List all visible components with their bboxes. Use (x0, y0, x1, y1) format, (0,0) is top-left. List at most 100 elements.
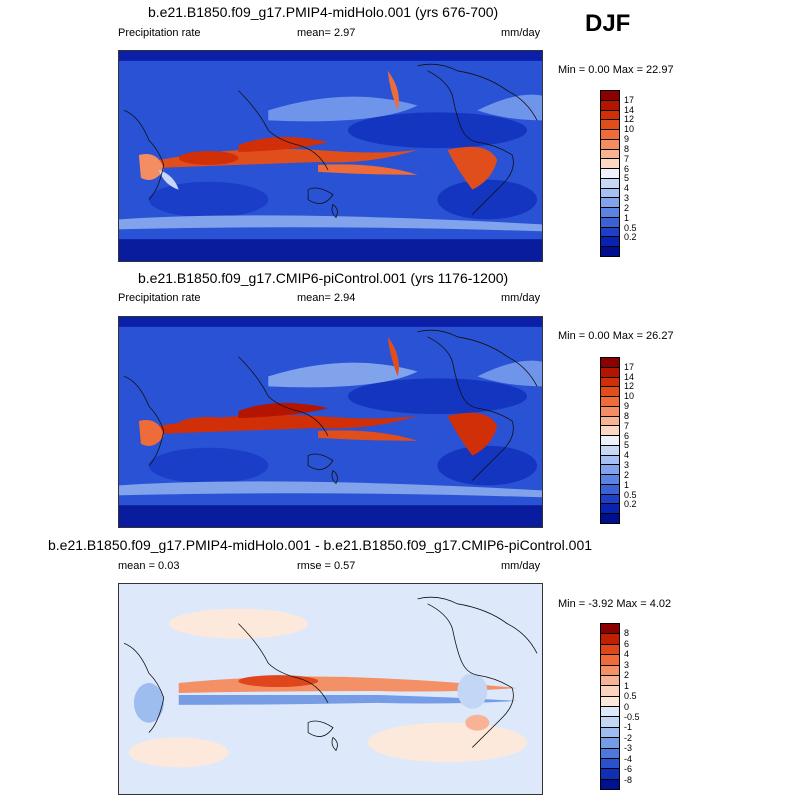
colorbar-tick-label: -6 (624, 764, 633, 775)
colorbar-tick-label: 6 (624, 638, 630, 649)
panel-2-variable-label: Precipitation rate (118, 292, 201, 304)
colorbar-swatch (601, 445, 619, 456)
colorbar-tick-label: -3 (624, 743, 633, 754)
panel-3-title: b.e21.B1850.f09_g17.PMIP4-midHolo.001 - … (48, 537, 593, 553)
panel-1-units: mm/day (501, 27, 541, 39)
colorbar-tick-label: 6 (624, 430, 630, 441)
colorbar-tick-label: 10 (624, 124, 635, 135)
colorbar-tick-label: -2 (624, 732, 633, 743)
colorbar-tick-label: 10 (624, 391, 635, 402)
panel-3-minmax: Min = -3.92 Max = 4.02 (558, 598, 672, 610)
season-label: DJF (585, 10, 631, 37)
colorbar-swatch (601, 504, 619, 515)
colorbar-swatch (601, 475, 619, 485)
colorbar-swatch (601, 624, 619, 635)
colorbar-tick-label: 5 (624, 440, 630, 451)
colorbar-tick-label: 7 (624, 153, 630, 164)
colorbar-tick-label: 14 (624, 371, 635, 382)
colorbar-tick-label: 3 (624, 193, 630, 204)
colorbar-swatch (601, 169, 619, 179)
colorbar-swatch (601, 110, 619, 121)
colorbar-tick-label: 0.5 (624, 691, 637, 702)
colorbar-tick-label: -1 (624, 722, 633, 733)
colorbar-tick-label: 9 (624, 134, 630, 145)
panel-1-colorbar (600, 90, 620, 257)
colorbar-swatch (601, 387, 619, 398)
colorbar-swatch (601, 100, 619, 111)
colorbar-swatch (601, 779, 619, 789)
colorbar-tick-label: 9 (624, 401, 630, 412)
colorbar-tick-label: 8 (624, 410, 630, 421)
colorbar-swatch (601, 358, 619, 368)
colorbar-swatch (601, 758, 619, 770)
panel-3-rmse-label: rmse = 0.57 (297, 560, 356, 572)
colorbar-tick-label: 3 (624, 460, 630, 471)
colorbar-swatch (601, 748, 619, 759)
colorbar-swatch (601, 769, 619, 780)
panel-1-map (118, 50, 543, 262)
colorbar-swatch (601, 465, 619, 476)
panel-1-title: b.e21.B1850.f09_g17.PMIP4-midHolo.001 (y… (148, 4, 499, 20)
panel-3-units: mm/day (501, 560, 541, 572)
panel-1-colorbar-ticks: 17 14 12 10 9 8 7 6 5 4 3 2 1 0.5 0.2 (624, 90, 654, 257)
colorbar-swatch (601, 416, 619, 427)
colorbar-swatch (601, 198, 619, 209)
colorbar-tick-label: 14 (624, 104, 635, 115)
colorbar-swatch (601, 406, 619, 417)
panel-3-colorbar (600, 623, 620, 790)
colorbar-tick-label: 12 (624, 381, 635, 392)
colorbar-tick-label: 4 (624, 649, 630, 660)
colorbar-tick-label: 4 (624, 183, 630, 194)
colorbar-swatch (601, 247, 619, 257)
colorbar-swatch (601, 377, 619, 388)
panel-1-minmax: Min = 0.00 Max = 22.97 (558, 64, 674, 76)
colorbar-tick-label: 12 (624, 114, 635, 125)
colorbar-swatch (601, 227, 619, 238)
panel-2-map (118, 316, 543, 528)
colorbar-swatch (601, 367, 619, 378)
panel-2-colorbar-ticks: 17 14 12 10 9 8 7 6 5 4 3 2 1 0.5 0.2 (624, 357, 654, 524)
colorbar-swatch (601, 665, 619, 676)
colorbar-tick-label: 1 (624, 212, 630, 223)
colorbar-tick-label: 8 (624, 628, 630, 639)
panel-2-colorbar (600, 357, 620, 524)
colorbar-tick-label: 0 (624, 701, 630, 712)
colorbar-swatch (601, 149, 619, 160)
panel-3-mean-label: mean = 0.03 (118, 560, 180, 572)
colorbar-tick-label: 1 (624, 680, 630, 691)
colorbar-swatch (601, 484, 619, 495)
colorbar-swatch (601, 426, 619, 437)
panel-3-colorbar-ticks: 8 6 4 3 2 1 0.5 0 -0.5 -1 -2 -3 -4 -6 -8 (624, 623, 654, 790)
colorbar-swatch (601, 178, 619, 189)
panel-2-mean-label: mean= 2.94 (297, 292, 356, 304)
panel-1-variable-label: Precipitation rate (118, 27, 201, 39)
panel-1-mean-label: mean= 2.97 (297, 27, 356, 39)
colorbar-swatch (601, 686, 619, 697)
colorbar-tick-label: 0.5 (624, 489, 637, 500)
colorbar-swatch (601, 644, 619, 656)
colorbar-swatch (601, 217, 619, 228)
colorbar-swatch (601, 707, 619, 718)
colorbar-swatch (601, 120, 619, 131)
colorbar-tick-label: 4 (624, 450, 630, 461)
colorbar-tick-label: 2 (624, 670, 630, 681)
colorbar-swatch (601, 494, 619, 505)
colorbar-swatch (601, 188, 619, 199)
colorbar-tick-label: 5 (624, 173, 630, 184)
panel-2-title: b.e21.B1850.f09_g17.CMIP6-piControl.001 … (138, 270, 509, 286)
colorbar-swatch (601, 634, 619, 645)
colorbar-swatch (601, 208, 619, 218)
colorbar-swatch (601, 139, 619, 150)
panel-2-minmax: Min = 0.00 Max = 26.27 (558, 330, 674, 342)
colorbar-tick-label: -4 (624, 753, 633, 764)
colorbar-tick-label: 3 (624, 659, 630, 670)
colorbar-swatch (601, 514, 619, 524)
panel-3-map (118, 583, 543, 795)
colorbar-swatch (601, 159, 619, 170)
colorbar-tick-label: 2 (624, 202, 630, 213)
colorbar-tick-label: 6 (624, 163, 630, 174)
colorbar-tick-label: 17 (624, 94, 635, 105)
colorbar-swatch (601, 655, 619, 666)
colorbar-swatch (601, 91, 619, 101)
colorbar-tick-label: -0.5 (624, 711, 640, 722)
